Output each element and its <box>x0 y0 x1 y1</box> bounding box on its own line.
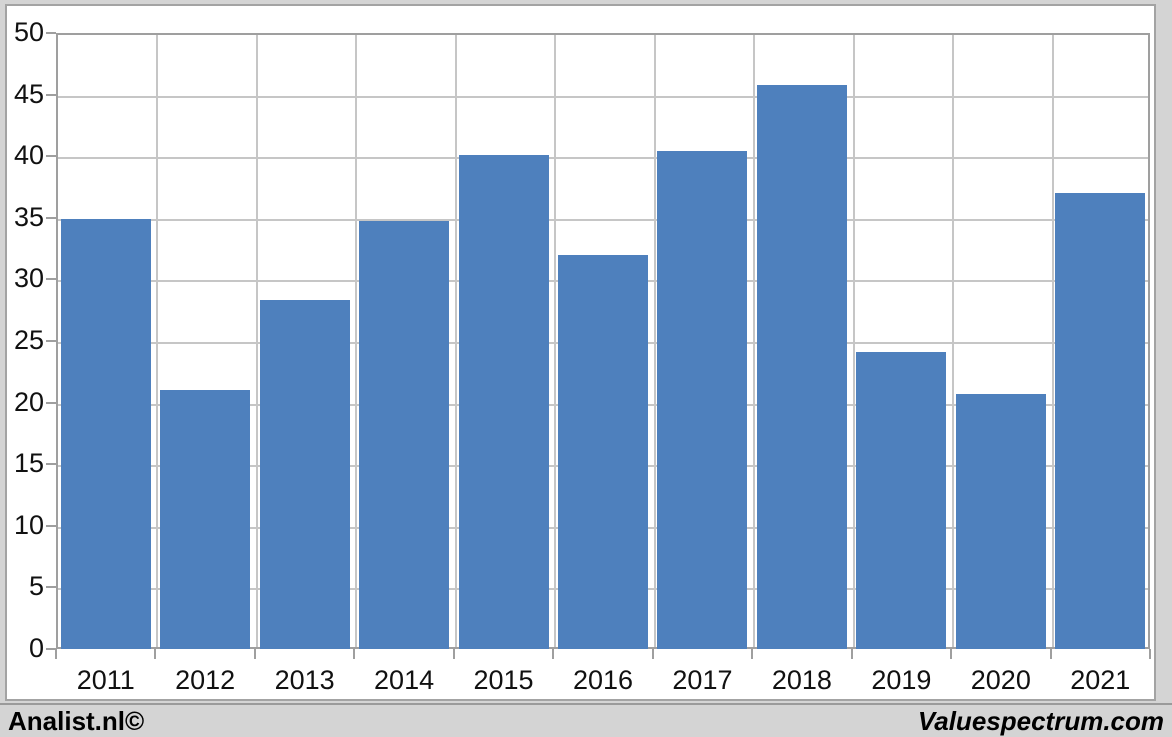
y-axis-tick-40 <box>46 155 56 158</box>
bar-2015 <box>458 154 549 649</box>
x-axis-tick-8 <box>850 649 853 659</box>
x-axis-label-2016: 2016 <box>572 665 634 695</box>
y-axis-tick-45 <box>46 93 56 96</box>
x-axis-label-2011: 2011 <box>76 665 135 695</box>
x-axis-tick-3 <box>353 649 356 659</box>
y-axis-label-0: 0 <box>28 633 44 663</box>
x-axis-tick-5 <box>552 649 555 659</box>
y-axis-tick-20 <box>46 401 56 404</box>
y-axis-tick-10 <box>46 524 56 527</box>
vgridline-10 <box>1051 35 1054 647</box>
hgridline-45 <box>58 95 1148 98</box>
y-axis-tick-5 <box>46 586 56 589</box>
y-axis-tick-0 <box>46 648 56 650</box>
vgridline-9 <box>952 35 955 647</box>
y-axis-label-35: 35 <box>13 201 44 232</box>
y-axis-tick-30 <box>46 278 56 281</box>
vgridline-7 <box>753 35 756 647</box>
x-axis-label-2013: 2013 <box>274 665 335 695</box>
y-axis-label-15: 15 <box>13 448 44 479</box>
analist-watermark: Analist.nl© <box>8 706 145 736</box>
x-axis-label-2015: 2015 <box>473 665 534 695</box>
bar-2016 <box>558 254 648 649</box>
x-axis-label-2012: 2012 <box>175 665 236 695</box>
bar-2014 <box>359 221 450 649</box>
vgridline-4 <box>454 35 457 647</box>
bar-2017 <box>657 151 748 649</box>
bar-2018 <box>756 84 847 649</box>
y-axis-label-50: 50 <box>13 17 44 47</box>
x-axis-tick-1 <box>154 649 157 659</box>
y-axis-tick-15 <box>46 463 56 466</box>
y-axis-tick-50 <box>46 32 56 34</box>
hgridline-40 <box>58 157 1148 160</box>
bar-2011 <box>60 219 151 649</box>
hgridline-35 <box>58 218 1148 221</box>
y-axis-label-30: 30 <box>13 263 44 294</box>
x-axis-label-2019: 2019 <box>871 665 932 695</box>
x-axis-tick-2 <box>253 649 256 659</box>
bar-2012 <box>160 390 251 649</box>
y-axis-tick-35 <box>46 216 56 219</box>
y-axis-label-45: 45 <box>13 78 44 109</box>
x-axis-label-2020: 2020 <box>970 665 1031 695</box>
vgridline-8 <box>852 35 855 647</box>
valuespectrum-watermark: Valuespectrum.com <box>917 706 1164 736</box>
y-axis-tick-25 <box>46 340 56 342</box>
bar-2020 <box>955 393 1046 649</box>
vgridline-2 <box>255 35 258 647</box>
y-axis-label-10: 10 <box>13 509 44 540</box>
branding-bar: Analist.nl© Valuespectrum.com <box>0 703 1172 736</box>
x-axis-tick-0 <box>55 649 57 659</box>
y-axis-label-25: 25 <box>13 325 44 355</box>
vgridline-6 <box>653 35 656 647</box>
x-axis-tick-7 <box>751 649 754 659</box>
x-axis-label-2021: 2021 <box>1070 665 1131 695</box>
x-axis-tick-11 <box>1149 649 1151 659</box>
y-axis-label-40: 40 <box>13 140 44 171</box>
x-axis-tick-9 <box>950 649 953 659</box>
x-axis-tick-4 <box>452 649 455 659</box>
vgridline-5 <box>554 35 557 647</box>
x-axis-tick-10 <box>1049 649 1052 659</box>
y-axis-label-20: 20 <box>13 386 44 417</box>
vgridline-1 <box>156 35 159 647</box>
x-axis-label-2017: 2017 <box>672 665 733 695</box>
y-axis-label-5: 5 <box>28 571 44 602</box>
vgridline-3 <box>355 35 358 647</box>
bar-2021 <box>1055 193 1146 649</box>
x-axis-label-2018: 2018 <box>771 665 832 695</box>
bar-2019 <box>856 352 947 649</box>
bar-2013 <box>259 300 350 649</box>
x-axis-label-2014: 2014 <box>374 665 435 695</box>
x-axis-tick-6 <box>651 649 654 659</box>
